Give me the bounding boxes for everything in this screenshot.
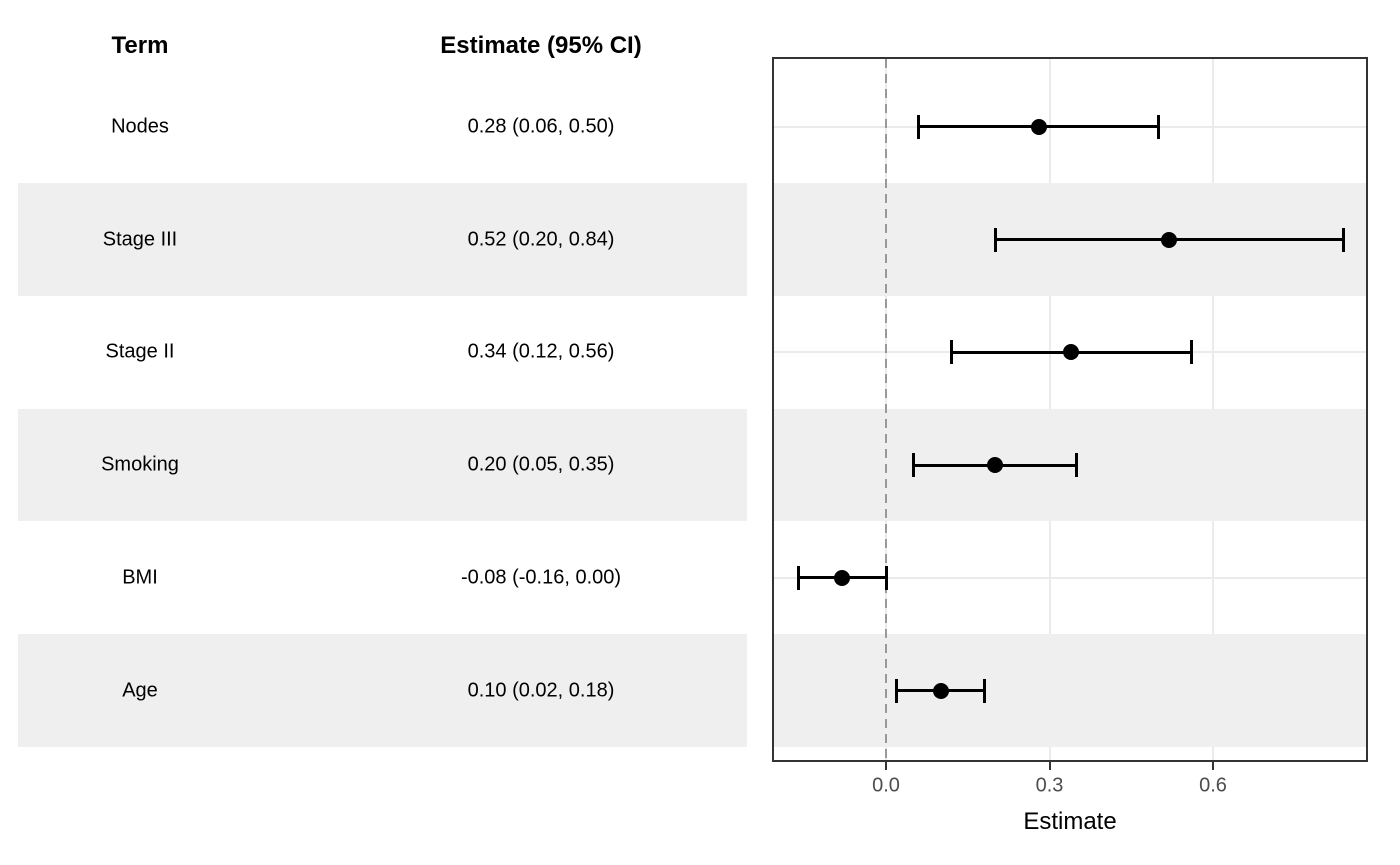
row-stripe [18, 183, 747, 296]
error-bar-cap-upper [982, 678, 986, 703]
error-bar-cap-lower [895, 678, 899, 703]
x-tick-label: 0.0 [872, 774, 900, 797]
error-bar-cap-lower [949, 340, 953, 365]
term-label: Age [122, 679, 158, 701]
error-bar-cap-upper [1075, 453, 1079, 478]
term-label: BMI [122, 566, 158, 589]
row-stripe [774, 634, 1366, 747]
error-bar-cap-lower [993, 227, 997, 252]
grid-line-horizontal [774, 576, 1366, 579]
estimate-ci-label: 0.20 (0.05, 0.35) [467, 453, 615, 476]
term-label: Nodes [111, 115, 169, 138]
table-header-term: Term [111, 32, 169, 59]
x-axis-tick [1048, 762, 1051, 770]
table-header-estimate: Estimate (95% CI) [440, 32, 642, 59]
error-bar-cap-upper [1342, 227, 1346, 252]
error-bar-cap-lower [797, 565, 801, 590]
error-bar-cap-lower [917, 114, 921, 139]
x-tick-label: 0.3 [1035, 774, 1064, 797]
error-bar-cap-upper [1189, 340, 1193, 365]
x-tick-label: 0.6 [1199, 774, 1227, 797]
term-label: Stage III [102, 228, 178, 251]
point-estimate-marker [1063, 344, 1080, 361]
estimate-ci-label: 0.10 (0.02, 0.18) [467, 679, 615, 701]
x-axis-tick [1212, 762, 1214, 770]
zero-reference-line [885, 59, 887, 760]
estimate-ci-label: 0.34 (0.12, 0.56) [467, 340, 615, 363]
plot-panel [772, 57, 1368, 762]
error-bar-cap-lower [911, 453, 915, 478]
point-estimate-marker [932, 682, 949, 699]
term-label: Stage II [105, 340, 175, 363]
estimate-ci-label: 0.52 (0.20, 0.84) [467, 228, 615, 251]
error-bar-cap-upper [1157, 114, 1160, 139]
plot-panel-inner [774, 59, 1366, 760]
x-axis-tick [885, 762, 887, 770]
row-stripe [18, 408, 747, 522]
row-stripe [18, 634, 747, 747]
estimate-ci-label: 0.28 (0.06, 0.50) [467, 115, 615, 138]
error-bar-cap-upper [884, 565, 888, 590]
term-label: Smoking [101, 453, 179, 476]
point-estimate-marker [834, 569, 851, 586]
point-estimate-marker [987, 457, 1003, 474]
point-estimate-marker [1161, 231, 1178, 248]
point-estimate-marker [1030, 118, 1047, 135]
x-axis-title: Estimate [1023, 808, 1117, 835]
estimate-ci-label: -0.08 (-0.16, 0.00) [460, 566, 622, 589]
